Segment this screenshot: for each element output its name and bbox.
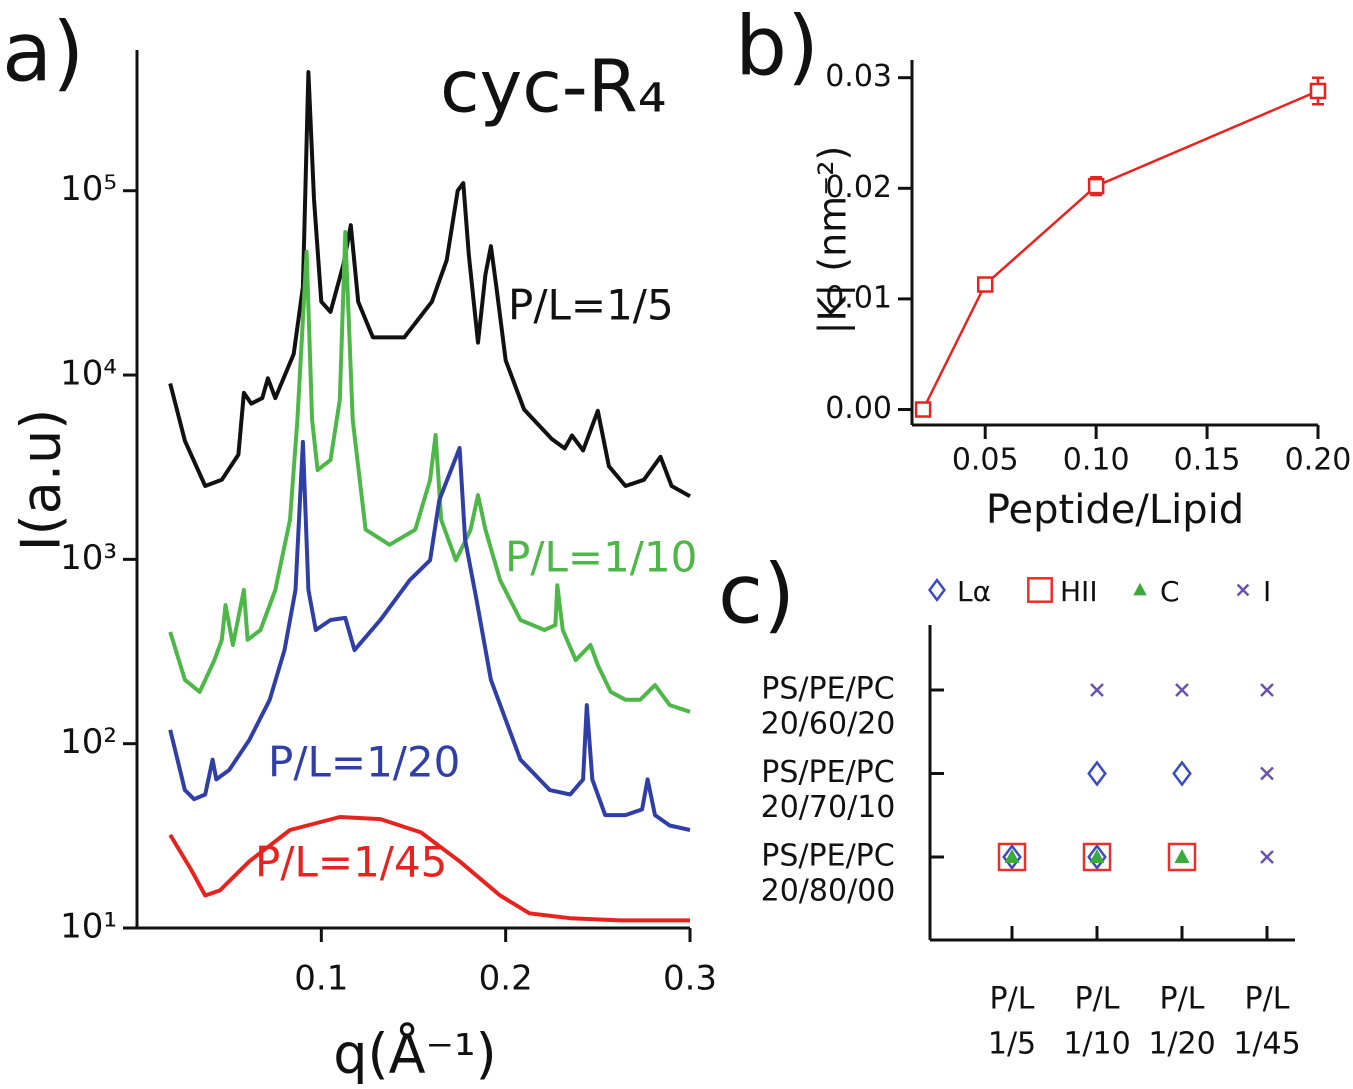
column-label: P/L	[1075, 982, 1120, 1017]
legend-label: Lα	[957, 575, 991, 608]
phase-marker	[1260, 683, 1274, 697]
phase-marker	[1172, 760, 1192, 787]
column-label: 1/20	[1148, 1027, 1215, 1062]
y-axis-label: I(a.u)	[10, 409, 73, 552]
phase-marker	[1004, 849, 1020, 863]
y-tick-label: 10¹	[60, 907, 117, 947]
row-label: 20/70/10	[761, 790, 896, 825]
y-axis-label: |K| (nm⁻²)	[811, 146, 856, 335]
row-label: PS/PE/PC	[761, 672, 894, 707]
series-label: P/L=1/5	[508, 281, 674, 330]
series-label: P/L=1/45	[255, 838, 447, 887]
row-label: 20/60/20	[761, 707, 896, 742]
y-tick-label: 10²	[60, 722, 117, 762]
legend-label: C	[1160, 575, 1180, 608]
x-tick-label: 0.1	[294, 959, 348, 999]
x-tick-label: 0.20	[1285, 443, 1352, 478]
curve	[168, 230, 691, 714]
phase-marker	[1087, 760, 1107, 787]
phase-marker	[1002, 843, 1022, 871]
panel-label: c)	[718, 547, 795, 642]
legend-marker	[928, 578, 946, 602]
x-tick-label: 0.10	[1063, 443, 1130, 478]
series-label: P/L=1/20	[268, 738, 460, 787]
x-tick-label: 0.2	[479, 959, 533, 999]
curve	[168, 70, 691, 498]
legend-marker	[1027, 577, 1053, 603]
row-label: 20/80/00	[761, 874, 896, 909]
column-label: P/L	[990, 982, 1035, 1017]
column-label: 1/5	[988, 1027, 1036, 1062]
phase-marker	[997, 842, 1027, 872]
legend-marker	[1236, 583, 1250, 597]
phase-marker	[1260, 766, 1274, 781]
point	[1309, 82, 1327, 100]
chart-title: cyc-R₄	[440, 45, 667, 129]
column-label: P/L	[1245, 982, 1290, 1017]
series-label: P/L=1/10	[505, 533, 697, 582]
phase-marker	[1260, 850, 1274, 864]
phase-marker	[1090, 683, 1104, 697]
panel-label: a)	[2, 5, 84, 100]
column-label: 1/10	[1063, 1027, 1130, 1062]
curve	[168, 439, 691, 832]
phase-marker	[1174, 849, 1190, 863]
y-tick-label: 0.00	[825, 391, 892, 426]
line	[921, 89, 1319, 411]
row-label: PS/PE/PC	[761, 839, 894, 874]
x-tick-label: 0.05	[952, 443, 1019, 478]
column-label: P/L	[1160, 982, 1205, 1017]
point	[1087, 177, 1105, 195]
legend-label: I	[1263, 575, 1271, 608]
y-tick-label: 10³	[60, 538, 117, 578]
y-tick-label: 0.02	[825, 170, 892, 205]
phase-marker	[1087, 843, 1107, 871]
legend-marker	[1133, 582, 1147, 596]
x-axis-label: q(Å⁻¹)	[333, 1022, 497, 1086]
phase-marker	[1167, 842, 1197, 872]
y-tick-label: 10⁴	[60, 354, 117, 394]
y-tick-label: 10⁵	[60, 169, 117, 209]
y-tick-label: 0.03	[825, 59, 892, 94]
panel-label: b)	[735, 0, 819, 94]
point	[976, 276, 994, 293]
phase-marker	[1089, 849, 1105, 863]
x-axis-label: Peptide/Lipid	[986, 487, 1244, 533]
x-tick-label: 0.3	[663, 959, 717, 999]
y-tick-label: 0.01	[825, 280, 892, 315]
row-label: PS/PE/PC	[761, 755, 894, 790]
x-tick-label: 0.15	[1174, 443, 1241, 478]
legend-label: HII	[1060, 575, 1098, 608]
phase-marker	[1175, 683, 1189, 697]
curve	[168, 815, 690, 923]
point	[914, 401, 932, 418]
phase-marker	[1082, 842, 1112, 872]
column-label: 1/45	[1233, 1027, 1300, 1062]
